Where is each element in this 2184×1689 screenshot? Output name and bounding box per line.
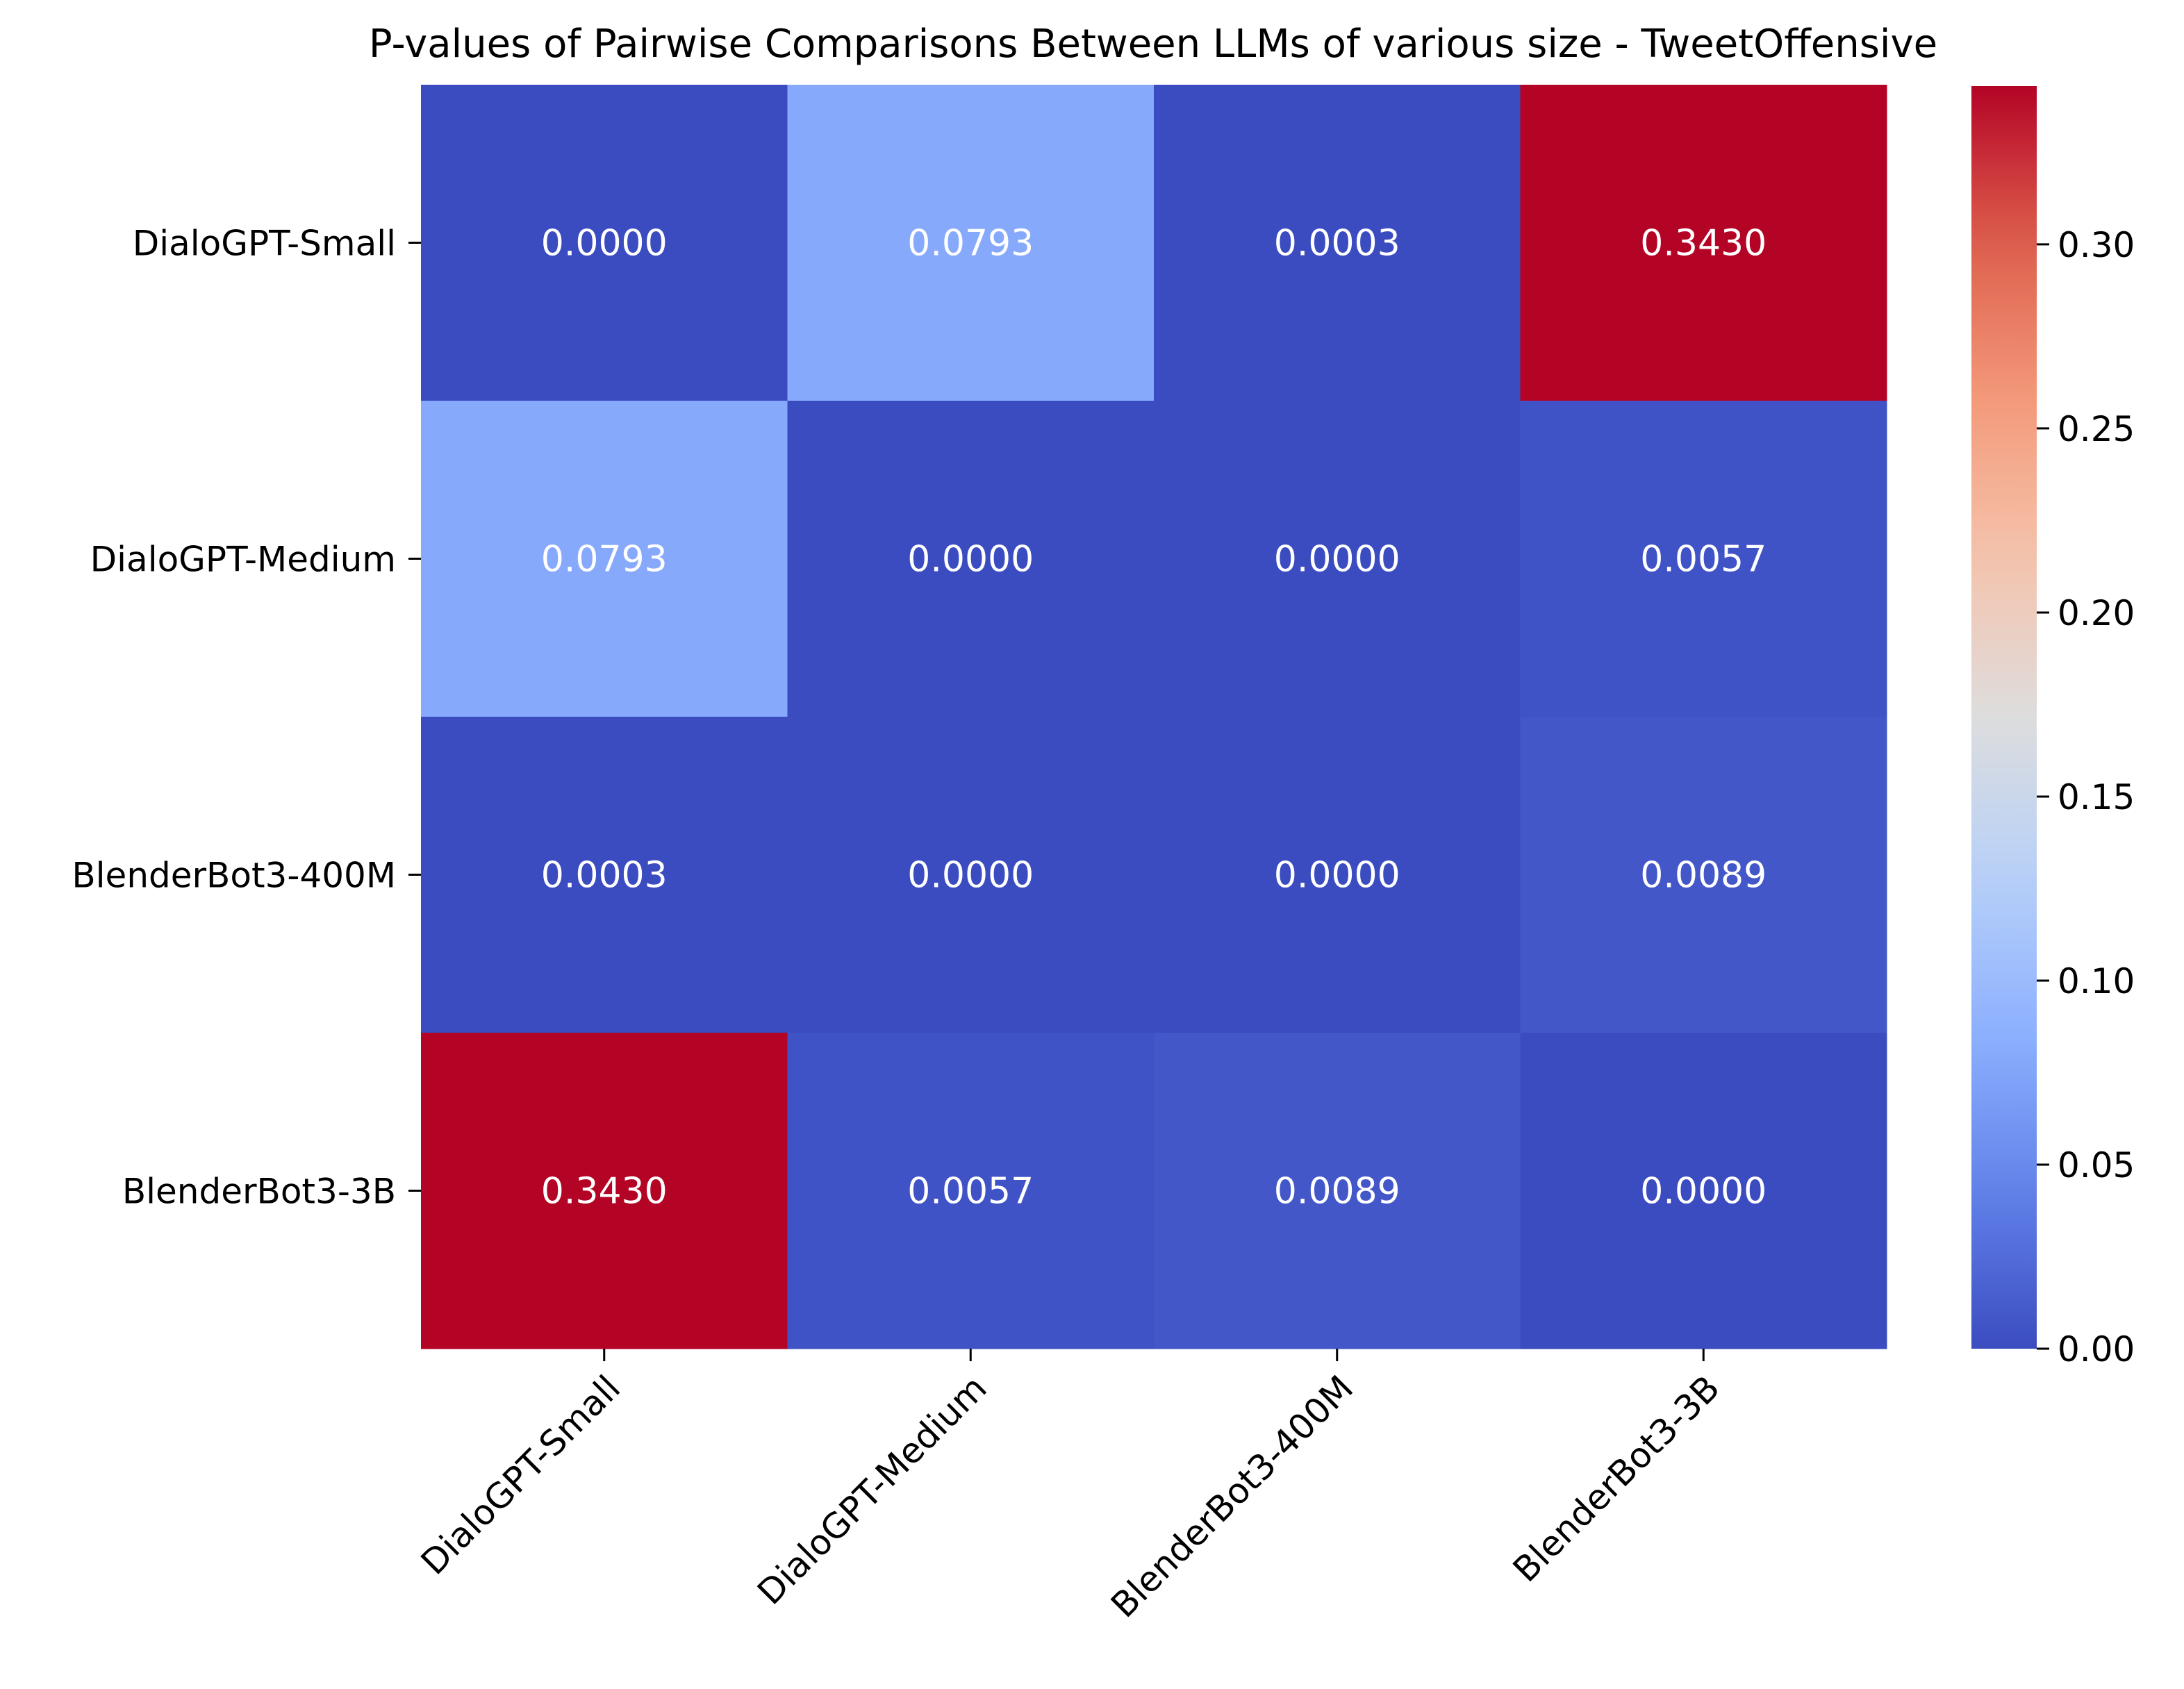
x-tick-label-blenderbot3-3b: BlenderBot3-3B <box>1505 1367 1728 1590</box>
heatmap-cell-2-2 <box>1154 717 1521 1033</box>
heatmap-cell-1-0 <box>421 401 788 717</box>
y-axis: DialoGPT-Small DialoGPT-Medium BlenderBot3… <box>72 224 421 1212</box>
y-tick-label-blenderbot3-400m: BlenderBot3-400M <box>72 856 396 896</box>
chart-title: P-values of Pairwise Comparisons Between… <box>369 22 1937 67</box>
heatmap-cell-2-3 <box>1520 717 1887 1033</box>
x-tick-label-dialogpt-medium: DialoGPT-Medium <box>750 1367 994 1612</box>
cell-label-2-1: 0.0000 <box>907 855 1034 897</box>
cell-label-3-1: 0.0057 <box>907 1171 1034 1213</box>
heatmap-cell-1-2 <box>1154 401 1521 717</box>
heatmap-cell-3-1 <box>787 1033 1155 1349</box>
heatmap-cell-3-2 <box>1154 1033 1521 1349</box>
heatmap-cell-1-3 <box>1520 401 1887 717</box>
heatmap-cell-2-0 <box>421 717 788 1033</box>
colorbar-tick-label-6: 0.30 <box>2058 225 2135 265</box>
cell-label-0-1: 0.0793 <box>907 223 1034 265</box>
x-tick-label-dialogpt-small: DialoGPT-Small <box>413 1367 628 1582</box>
cell-label-3-2: 0.0089 <box>1274 1171 1400 1213</box>
colorbar-tick-label-2: 0.10 <box>2058 961 2135 1001</box>
colorbar-gradient <box>1971 86 2037 1349</box>
cell-label-3-3: 0.0000 <box>1640 1171 1767 1213</box>
heatmap-cell-3-0 <box>421 1033 788 1349</box>
heatmap-cell-0-3 <box>1520 85 1887 401</box>
x-axis: DialoGPT-Small DialoGPT-Medium BlenderBot3… <box>413 1349 1728 1625</box>
x-tick-label-blenderbot3-400m: BlenderBot3-400M <box>1103 1367 1361 1625</box>
heatmap-cells <box>421 85 1887 1349</box>
cell-label-0-3: 0.3430 <box>1640 223 1767 265</box>
cell-label-2-2: 0.0000 <box>1274 855 1400 897</box>
cell-label-1-3: 0.0057 <box>1640 539 1767 581</box>
heatmap-cell-1-1 <box>787 401 1155 717</box>
cell-label-2-3: 0.0089 <box>1640 855 1767 897</box>
colorbar-tick-label-5: 0.25 <box>2058 409 2135 449</box>
colorbar-tick-label-4: 0.20 <box>2058 593 2135 633</box>
cell-label-0-0: 0.0000 <box>541 223 668 265</box>
heatmap-cell-0-0 <box>421 85 788 401</box>
heatmap-cell-3-3 <box>1520 1033 1887 1349</box>
cell-label-1-2: 0.0000 <box>1274 539 1400 581</box>
y-tick-label-dialogpt-small: DialoGPT-Small <box>133 224 396 264</box>
heatmap-cell-labels: 0.0000 0.0793 0.0003 0.3430 0.0793 0.0000 0.00… <box>541 223 1767 1213</box>
colorbar-tick-label-0: 0.00 <box>2058 1329 2135 1370</box>
colorbar: 0.00 0.05 0.10 0.15 0.20 0.25 0.30 <box>1971 86 2135 1370</box>
y-tick-label-blenderbot3-3b: BlenderBot3-3B <box>122 1172 396 1212</box>
cell-label-1-0: 0.0793 <box>541 539 668 581</box>
heatmap-cell-0-2 <box>1154 85 1521 401</box>
colorbar-tick-label-3: 0.15 <box>2058 777 2135 817</box>
y-tick-label-dialogpt-medium: DialoGPT-Medium <box>90 540 396 580</box>
cell-label-1-1: 0.0000 <box>907 539 1034 581</box>
colorbar-tick-label-1: 0.05 <box>2058 1145 2135 1185</box>
cell-label-0-2: 0.0003 <box>1274 223 1400 265</box>
heatmap-cell-2-1 <box>787 717 1155 1033</box>
cell-label-2-0: 0.0003 <box>541 855 668 897</box>
heatmap-cell-0-1 <box>787 85 1155 401</box>
cell-label-3-0: 0.3430 <box>541 1171 668 1213</box>
